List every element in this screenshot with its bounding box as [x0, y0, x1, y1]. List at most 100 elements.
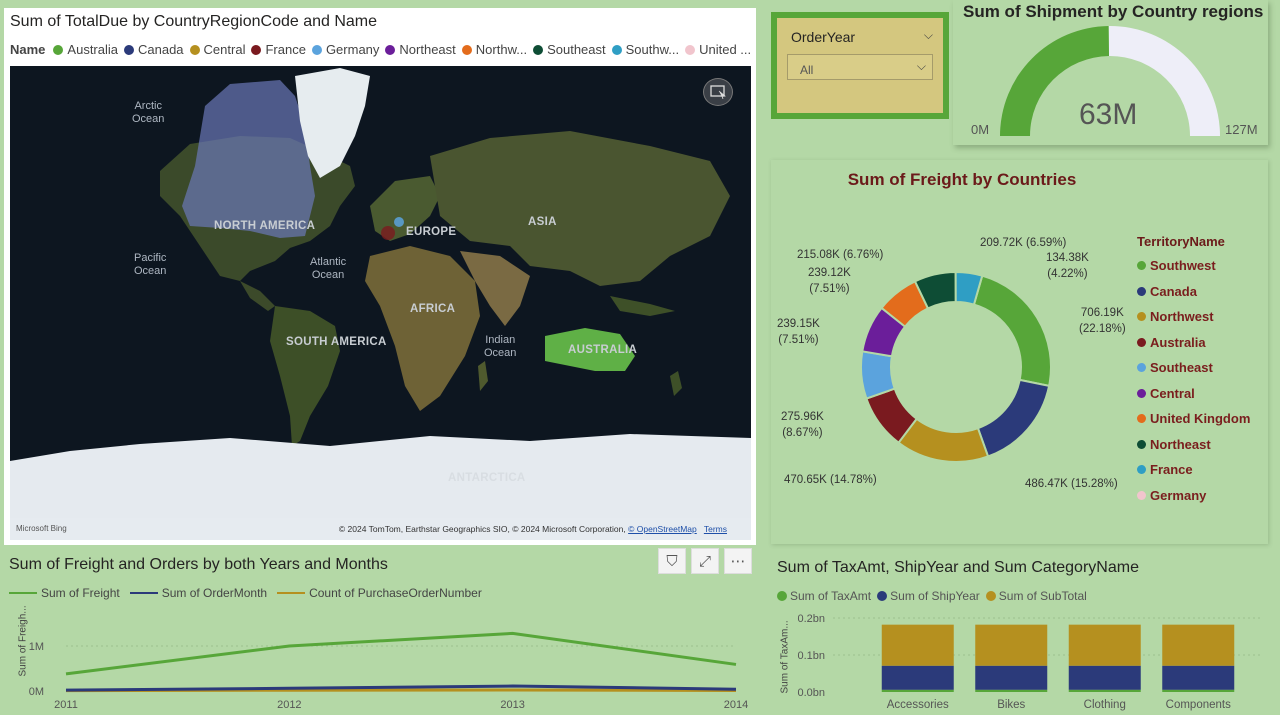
bar-legend-item[interactable]: Sum of SubTotal — [985, 589, 1087, 603]
slice-label-canada: 486.47K (15.28%) — [1025, 478, 1118, 490]
bar-segment-sum-of-subtotal[interactable] — [1162, 624, 1235, 666]
gauge-min-label: 0M — [971, 122, 990, 137]
line-legend-item[interactable]: Sum of Freight — [9, 586, 120, 600]
donut-chart — [860, 270, 1052, 463]
bar-segment-sum-of-shipyear[interactable] — [881, 665, 954, 690]
map-legend-item[interactable]: United ... — [685, 42, 751, 57]
map-legend-item[interactable]: Canada — [124, 42, 184, 57]
donut-legend-label: United Kingdom — [1150, 411, 1251, 427]
australia-label: AUSTRALIA — [568, 344, 638, 356]
map-legend-item[interactable]: Southeast — [533, 42, 606, 57]
bar-x-tick: Accessories — [887, 699, 949, 711]
map-legend-title: Name — [10, 42, 46, 57]
gauge-visual[interactable]: Sum of Shipment by Country regions 63M 0… — [953, 0, 1268, 145]
donut-legend-item-canada[interactable]: Canada — [1137, 279, 1250, 305]
donut-legend-item-northeast[interactable]: Northeast — [1137, 432, 1250, 458]
donut-visual[interactable]: Sum of Freight by Countries 706.19K (22.1… — [771, 160, 1268, 544]
bar-y-tick: 0.0bn — [797, 687, 825, 699]
donut-legend-label: Southeast — [1150, 360, 1213, 376]
map-legend-label: Germany — [325, 42, 380, 57]
legend-marker-icon — [124, 44, 134, 55]
line-legend-label: Count of PurchaseOrderNumber — [309, 586, 482, 600]
stacked-column-chart: 0.0bn 0.1bn 0.2bn Accessories Bikes Clothing C… — [797, 613, 1261, 711]
donut-legend-label: Germany — [1150, 487, 1207, 503]
slice-label-australia: 275.96K (8.67%) — [781, 411, 824, 439]
stacked-column-visual[interactable]: 0.0bn 0.1bn 0.2bn Accessories Bikes Clothing C… — [771, 548, 1268, 715]
bar-chart-legend: Sum of TaxAmt Sum of ShipYear Sum of SubTo… — [777, 589, 1093, 603]
slice-label-united-kingdom: 215.08K (6.76%) — [797, 249, 884, 261]
legend-marker-icon — [1137, 286, 1146, 296]
bar-segment-sum-of-shipyear[interactable] — [1068, 665, 1141, 690]
line-x-tick: 2012 — [277, 699, 301, 711]
line-y-axis-label: Sum of Freigh... — [17, 605, 29, 677]
legend-line-icon — [277, 592, 306, 594]
donut-slice-canada[interactable] — [976, 378, 1051, 458]
donut-legend-item-australia[interactable]: Australia — [1137, 330, 1250, 356]
line-chart-title: Sum of Freight and Orders by both Years … — [9, 556, 388, 573]
bar-legend-item[interactable]: Sum of TaxAmt — [777, 589, 871, 603]
map-legend-label: Southw... — [625, 42, 680, 57]
orderyear-slicer[interactable]: OrderYear ⌵ All ⌵ — [771, 12, 949, 119]
map-legend-item[interactable]: Germany — [311, 42, 380, 57]
line-chart-visual[interactable]: 0M 1M 2011 2012 2013 2014 Sum of Freight and … — [4, 548, 756, 715]
map-legend: Name Australia Canada Central France Germany… — [10, 42, 757, 57]
line-x-tick: 2013 — [500, 699, 524, 711]
map-legend-item[interactable]: France — [251, 42, 306, 57]
line-legend-item[interactable]: Sum of OrderMonth — [129, 586, 267, 600]
bar-segment-sum-of-taxamt[interactable] — [1162, 689, 1235, 692]
chevron-down-icon[interactable]: ⌵ — [923, 28, 933, 42]
donut-legend: TerritoryName Southwest Canada Northwest Au… — [1137, 234, 1250, 508]
donut-legend-item-northwest[interactable]: Northwest — [1137, 304, 1250, 330]
map-legend-label: Canada — [138, 42, 184, 57]
line-series-sum-of-freight[interactable] — [65, 631, 737, 676]
map-visual[interactable]: Sum of TotalDue by CountryRegionCode and… — [4, 8, 756, 545]
map-select-icon[interactable] — [703, 78, 733, 106]
line-series-sum-of-ordermonth[interactable] — [65, 684, 737, 692]
donut-legend-item-southeast[interactable]: Southeast — [1137, 355, 1250, 381]
bar-segment-sum-of-taxamt[interactable] — [1068, 689, 1141, 692]
map-legend-item[interactable]: Australia — [53, 42, 118, 57]
map-legend-item[interactable]: Northw... — [461, 42, 527, 57]
donut-legend-item-southwest[interactable]: Southwest — [1137, 253, 1250, 279]
openstreetmap-link[interactable]: © OpenStreetMap — [628, 524, 697, 534]
bar-legend-item[interactable]: Sum of ShipYear — [877, 589, 980, 603]
map-canvas[interactable]: Arctic Ocean Pacific Ocean Atlantic Ocea… — [10, 66, 751, 540]
more-options-icon[interactable]: ⋯ — [724, 548, 752, 574]
focus-mode-icon[interactable]: ⤢ — [691, 548, 719, 574]
map-legend-label: Northeast — [399, 42, 456, 57]
world-map-graphic — [10, 66, 751, 540]
donut-legend-item-united-kingdom[interactable]: United Kingdom — [1137, 406, 1250, 432]
map-legend-item[interactable]: Central — [189, 42, 245, 57]
terms-link[interactable]: Terms — [703, 524, 727, 534]
donut-legend-item-central[interactable]: Central — [1137, 381, 1250, 407]
legend-line-icon — [129, 592, 158, 594]
donut-legend-item-france[interactable]: France — [1137, 457, 1250, 483]
bar-y-tick: 0.1bn — [797, 650, 825, 662]
donut-legend-label: France — [1150, 462, 1193, 478]
africa-label: AFRICA — [410, 303, 456, 315]
dropdown-arrow-icon[interactable]: ⌵ — [916, 59, 926, 73]
bar-segment-sum-of-shipyear[interactable] — [1162, 665, 1235, 690]
bar-segment-sum-of-shipyear[interactable] — [975, 665, 1048, 690]
bar-segment-sum-of-taxamt[interactable] — [975, 689, 1048, 692]
legend-marker-icon — [533, 44, 544, 55]
line-x-tick: 2011 — [54, 699, 78, 711]
map-legend-item[interactable]: Northeast — [385, 42, 456, 57]
bar-x-tick: Components — [1166, 699, 1231, 711]
slicer-dropdown[interactable]: All ⌵ — [787, 54, 933, 80]
donut-slice-france[interactable] — [954, 271, 984, 306]
filter-icon[interactable]: ⛉ — [658, 548, 686, 574]
bar-segment-sum-of-subtotal[interactable] — [881, 624, 954, 666]
donut-legend-label: Northwest — [1150, 309, 1214, 325]
bar-segment-sum-of-subtotal[interactable] — [975, 624, 1048, 666]
slice-label-northeast: 209.72K (6.59%) — [980, 237, 1067, 249]
legend-marker-icon — [1137, 337, 1146, 347]
line-y-tick: 1M — [29, 641, 44, 653]
donut-slice-southwest[interactable] — [972, 274, 1052, 388]
map-legend-item[interactable]: Southw... — [611, 42, 680, 57]
bar-segment-sum-of-subtotal[interactable] — [1068, 624, 1141, 666]
bar-segment-sum-of-taxamt[interactable] — [881, 689, 954, 692]
donut-legend-item-germany[interactable]: Germany — [1137, 483, 1250, 509]
donut-legend-label: Canada — [1150, 283, 1197, 299]
line-legend-item[interactable]: Count of PurchaseOrderNumber — [277, 586, 482, 600]
